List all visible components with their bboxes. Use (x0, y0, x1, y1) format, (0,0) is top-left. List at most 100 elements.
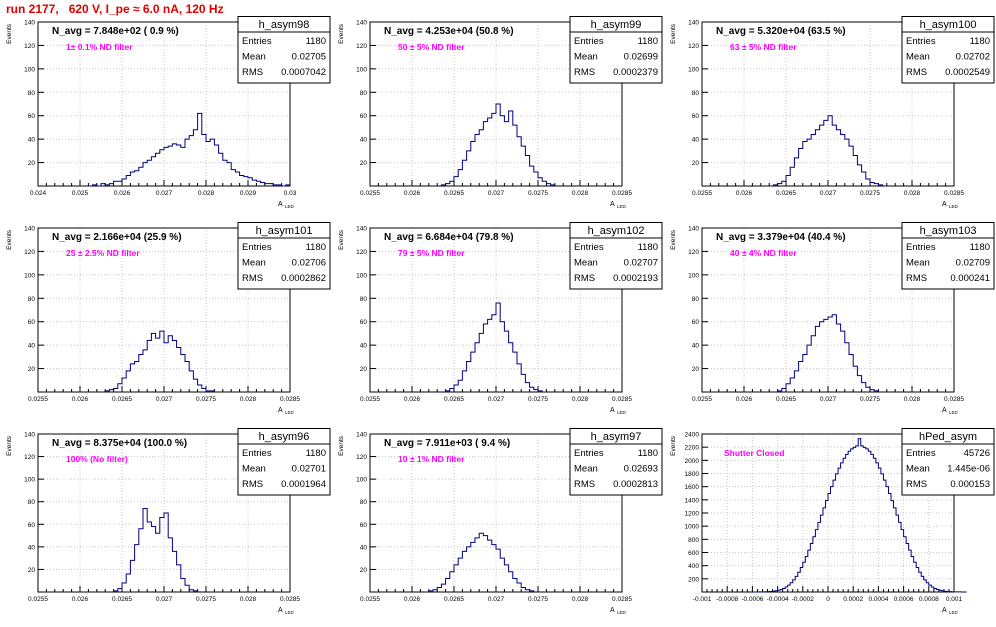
histogram-bin (504, 331, 508, 392)
histogram-bin (849, 146, 853, 186)
x-tick-label: 0.027 (156, 596, 173, 603)
y-tick-label: 1600 (685, 484, 700, 491)
histogram-bin (778, 391, 782, 392)
histogram-bin (534, 390, 538, 392)
histogram-bin (441, 185, 445, 186)
filter-label: 63 ± 5% ND filter (730, 42, 797, 52)
histogram-bin (446, 391, 450, 392)
histogram-bin (866, 387, 870, 392)
histogram-bin (862, 172, 866, 186)
x-tick-label: 0.0265 (444, 190, 464, 197)
histogram-bin (471, 542, 475, 592)
histogram-bin (551, 185, 555, 186)
y-axis-title: Events (338, 23, 345, 44)
stats-value-mean: 0.02709 (956, 258, 990, 269)
x-tick-label: 0.028 (572, 396, 589, 403)
histogram-bin (858, 439, 861, 592)
y-tick-label: 120 (356, 43, 367, 50)
y-tick-label: 40 (28, 544, 36, 551)
histogram-bin (815, 326, 819, 392)
histogram-bin (794, 158, 798, 186)
stats-label-rms: RMS (574, 67, 595, 78)
histogram-bin (926, 583, 929, 592)
y-tick-label: 800 (688, 537, 699, 544)
histogram-bin (492, 113, 496, 186)
stats-label-mean: Mean (574, 52, 598, 63)
histogram-bin (500, 116, 504, 186)
stats-value-mean: 0.02702 (956, 52, 990, 63)
histogram-bin (810, 544, 813, 592)
histogram-bin (231, 170, 235, 186)
histogram-bin (836, 474, 839, 592)
histogram-bin (147, 160, 151, 186)
histogram-bin (845, 343, 849, 392)
y-tick-label: 20 (360, 567, 368, 574)
histogram-bin (143, 508, 147, 592)
y-tick-label: 40 (360, 544, 368, 551)
stats-value-rms: 0.0002193 (613, 273, 658, 284)
histogram-bin (513, 578, 517, 592)
x-tick-label: 0.0275 (528, 596, 548, 603)
histogram-bin (530, 166, 534, 186)
x-tick-label: 0.024 (30, 190, 47, 197)
stats-label-entries: Entries (574, 36, 604, 47)
histogram-bin (147, 522, 151, 592)
y-tick-label: 2400 (685, 432, 700, 439)
y-tick-label: 60 (360, 522, 368, 529)
histogram-bin (151, 333, 155, 392)
histogram-bin (244, 177, 248, 186)
x-tick-label: 0.026 (736, 396, 753, 403)
x-tick-label: 0.027 (820, 396, 837, 403)
y-tick-label: 40 (28, 343, 36, 350)
stats-value-entries: 1180 (306, 36, 326, 47)
histogram-bin (773, 185, 777, 186)
x-axis-title-subscript: LED (617, 610, 627, 615)
stats-box-title: h_asym101 (256, 225, 313, 237)
y-tick-label: 60 (692, 113, 700, 120)
histogram-bin (873, 458, 876, 592)
x-tick-label: 0.028 (572, 190, 589, 197)
x-tick-label: 0.0008 (919, 596, 939, 603)
histogram-bin (458, 170, 462, 186)
y-tick-label: 80 (360, 296, 368, 303)
histogram-bin (492, 545, 496, 592)
y-tick-label: 20 (360, 160, 368, 167)
y-tick-label: 100 (24, 477, 35, 484)
histogram-bin (198, 385, 202, 392)
histogram-bin (168, 538, 172, 592)
stats-box-title: h_asym103 (920, 225, 977, 237)
histogram-bin (122, 179, 126, 186)
y-tick-label: 60 (360, 319, 368, 326)
histogram-bin (534, 172, 538, 186)
x-tick-label: 0.0265 (444, 396, 464, 403)
histogram-bin (525, 590, 529, 592)
y-tick-label: 140 (688, 20, 699, 27)
y-tick-label: 120 (24, 43, 35, 50)
stats-box-title: h_asym97 (591, 431, 642, 443)
histogram-bin (462, 160, 466, 186)
y-tick-label: 40 (360, 343, 368, 350)
x-tick-label: 0.028 (904, 190, 921, 197)
histogram-bin (156, 338, 160, 392)
histogram-bin (93, 185, 97, 186)
navg-label: N_avg = 8.375e+04 (100.0 %) (52, 438, 187, 449)
histogram-bin (783, 588, 786, 592)
x-axis-title: A (278, 607, 283, 614)
x-tick-label: 0.026 (114, 190, 131, 197)
histogram-bin (517, 364, 521, 392)
histogram-bin (475, 343, 479, 392)
stats-label-mean: Mean (906, 258, 930, 269)
histogram-bin (219, 153, 223, 186)
histogram-bin (235, 172, 239, 186)
y-tick-label: 80 (360, 90, 368, 97)
stats-label-mean: Mean (242, 464, 266, 475)
histogram-bin (126, 574, 130, 592)
histogram-bin (160, 518, 164, 592)
histogram-bin (458, 380, 462, 392)
filter-label: 50 ± 5% ND filter (398, 42, 465, 52)
histogram-bin (252, 180, 256, 186)
